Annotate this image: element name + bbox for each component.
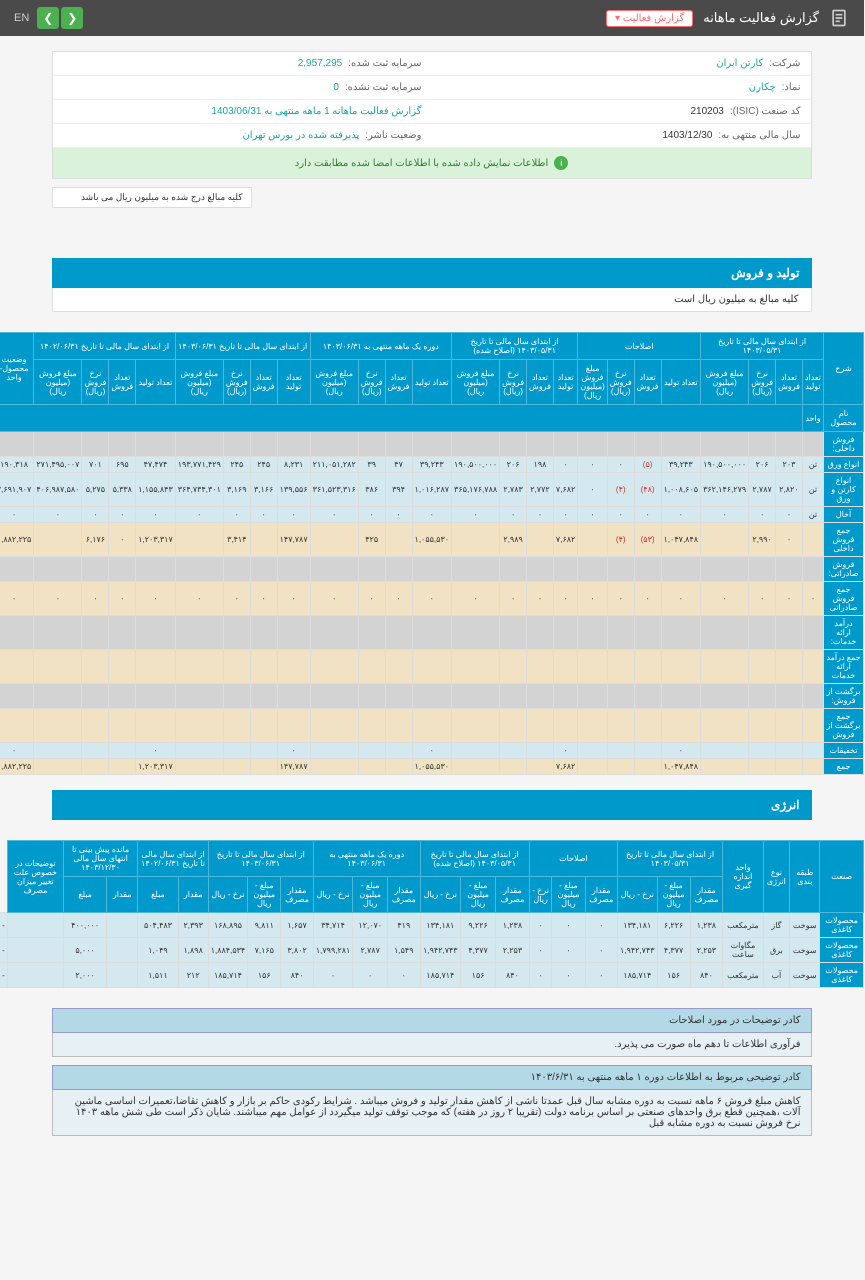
info-card: شرکت: کارتن ایران سرمایه ثبت شده: 2,957,29… — [53, 51, 813, 179]
status-label: وضعیت ناشر: — [366, 130, 422, 141]
fiscal-value: 1403/12/30 — [663, 130, 713, 141]
symbol-value: چکارن — [750, 82, 777, 93]
company-value: کارتن ایران — [717, 58, 764, 69]
footer-h2: کادر توضیحی مربوط به اطلاعات دوره ۱ ماهه… — [53, 1065, 813, 1090]
energy-header: انرژی — [53, 790, 813, 820]
section-production-header: تولید و فروش — [53, 258, 813, 288]
eth-c6: از ابتدای سال مالی تا تاریخ ۱۴۰۲/۰۶/۳۱ — [139, 841, 209, 877]
th-c4: دوره یک ماهه منتهی به ۱۴۰۳/۰۶/۳۱ — [311, 333, 452, 360]
topbar: گزارش فعالیت ماهانه گزارش فعالیت ▾ ❮ ❯ E… — [0, 0, 865, 36]
eth-unit: واحد اندازه گیری — [724, 841, 765, 913]
th-c7: وضعیت محصول-واحد — [0, 333, 35, 405]
nav-arrows: ❮ ❯ — [38, 7, 84, 29]
eth-c3: از ابتدای سال مالی تا تاریخ ۱۴۰۳/۰۵/۳۱ (… — [421, 841, 530, 877]
eth-c5: از ابتدای سال مالی تا تاریخ ۱۴۰۳/۰۶/۳۱ — [209, 841, 314, 877]
fiscal-label: سال مالی منتهی به: — [719, 130, 801, 141]
production-table: شرح از ابتدای سال مالی تا تاریخ ۱۴۰۳/۰۵/… — [0, 332, 865, 775]
th-c3: از ابتدای سال مالی تا تاریخ ۱۴۰۳/۰۵/۳۱ (… — [453, 333, 579, 360]
symbol-label: نماد: — [783, 82, 802, 93]
lang-button[interactable]: EN — [15, 12, 30, 24]
eth-c8: توضیحات در خصوص علت تغییر میزان مصرف — [8, 841, 64, 913]
report-badge[interactable]: گزارش فعالیت ▾ — [607, 10, 694, 27]
report-icon — [830, 8, 850, 28]
cap-reg-value: 2,957,295 — [299, 58, 344, 69]
section-production-sub: کلیه مبالغ به میلیون ریال است — [53, 288, 813, 312]
energy-table: صنعت طبقه بندی نوع انرژی واحد اندازه گیر… — [0, 840, 865, 988]
info-icon: i — [555, 156, 569, 170]
eth-type: نوع انرژی — [764, 841, 790, 913]
th-c1: از ابتدای سال مالی تا تاریخ ۱۴۰۳/۰۵/۳۱ — [702, 333, 825, 360]
status-value: پذیرفته شده در بورس تهران — [243, 130, 360, 141]
cap-reg-label: سرمایه ثبت شده: — [349, 58, 422, 69]
th-unit: واحد — [803, 405, 824, 432]
eth-class: طبقه بندی — [791, 841, 821, 913]
th-c2: اصلاحات — [579, 333, 702, 360]
footer-b1: فرآوری اطلاعات تا دهم ماه صورت می پذیرد. — [53, 1033, 813, 1057]
cap-unreg-value: 0 — [334, 82, 340, 93]
company-label: شرکت: — [770, 58, 801, 69]
isic-value: 210203 — [692, 106, 725, 117]
footer-h1: کادر توضیحات در مورد اصلاحات — [53, 1008, 813, 1033]
th-sharh: شرح — [825, 333, 865, 405]
nav-next[interactable]: ❯ — [38, 7, 60, 29]
eth-industry: صنعت — [821, 841, 865, 913]
cap-unreg-label: سرمایه ثبت نشده: — [346, 82, 423, 93]
footer-b2: کاهش مبلغ فروش ۶ ماهه نسبت به دوره مشابه… — [53, 1090, 813, 1136]
th-c6: از ابتدای سال مالی تا تاریخ ۱۴۰۲/۰۶/۳۱ — [35, 333, 176, 360]
eth-c2: اصلاحات — [530, 841, 618, 877]
currency-note: کلیه مبالغ درج شده به میلیون ریال می باش… — [53, 187, 253, 208]
th-name: نام محصول — [825, 405, 865, 432]
notice-bar: i اطلاعات نمایش داده شده با اطلاعات امضا… — [54, 148, 812, 178]
eth-c7: مانده پیش بینی تا انتهای سال مالی ۱۴۰۳/۱… — [64, 841, 138, 877]
page-title: گزارش فعالیت ماهانه — [704, 10, 820, 26]
month-label: گزارش فعالیت ماهانه 1 ماهه منتهی به 1403… — [212, 106, 422, 117]
eth-c4: دوره یک ماهه منتهی به ۱۴۰۳/۰۶/۳۱ — [314, 841, 421, 877]
th-c5: از ابتدای سال مالی تا تاریخ ۱۴۰۳/۰۶/۳۱ — [176, 333, 311, 360]
nav-prev[interactable]: ❮ — [62, 7, 84, 29]
notice-text: اطلاعات نمایش داده شده با اطلاعات امضا ش… — [296, 158, 550, 169]
eth-c1: از ابتدای سال مالی تا تاریخ ۱۴۰۳/۰۵/۳۱ — [619, 841, 724, 877]
isic-label: کد صنعت (ISIC): — [731, 106, 802, 117]
